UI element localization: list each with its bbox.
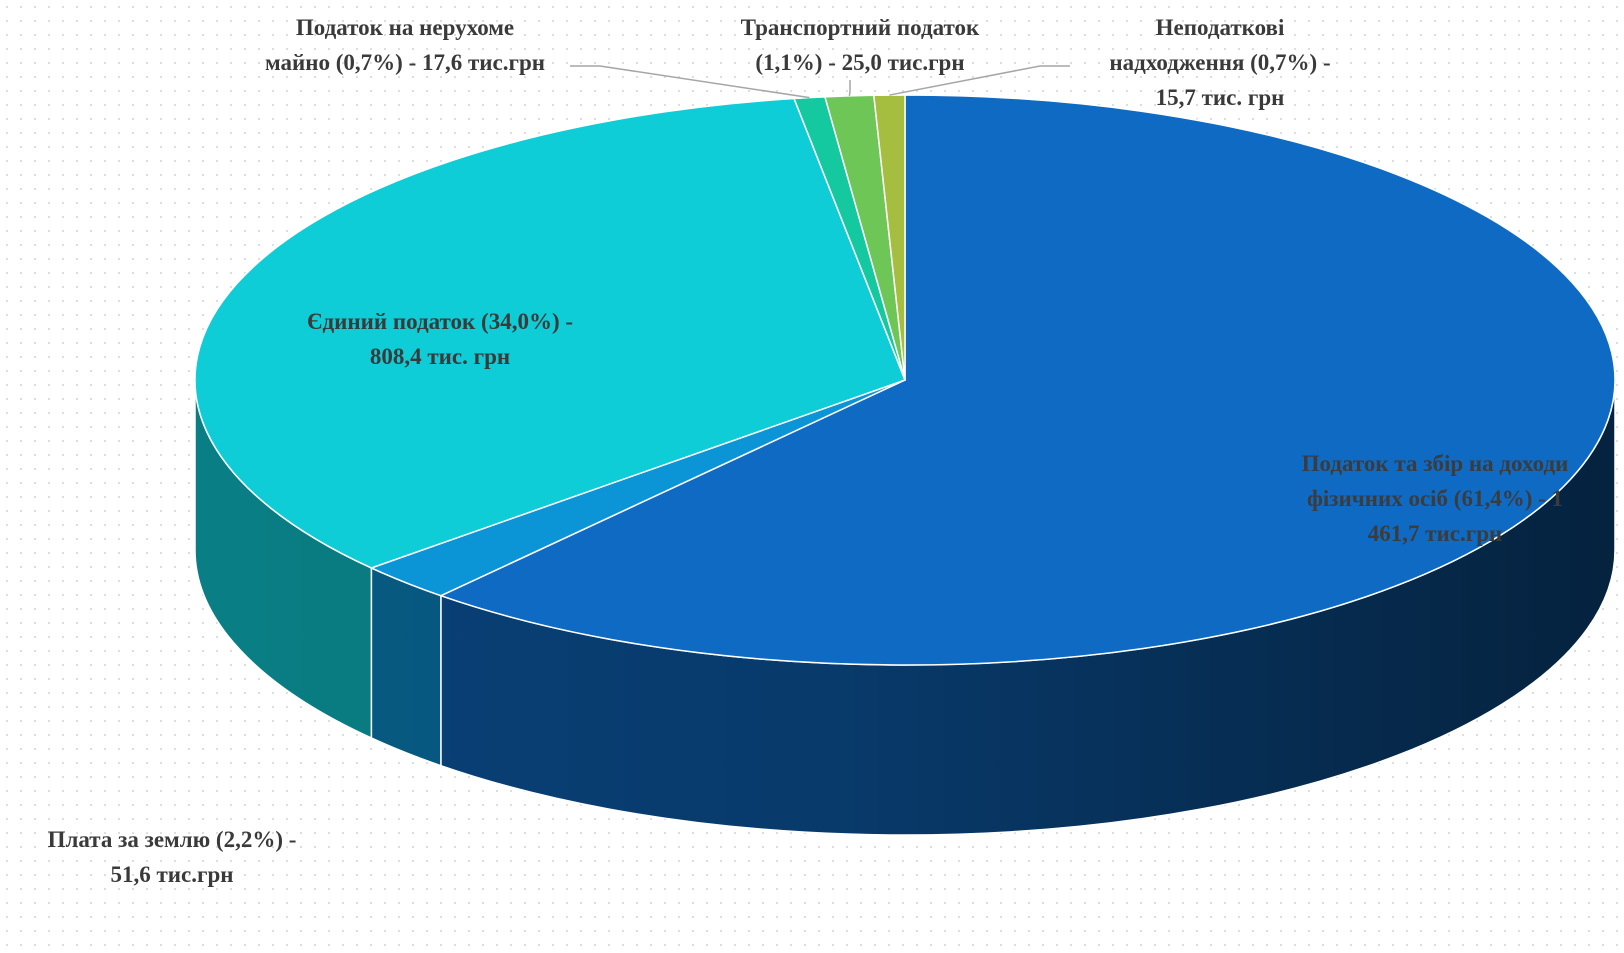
label-transport-tax: Транспортний податок (1,1%) - 25,0 тис.г… — [740, 15, 980, 75]
label-nontax-revenue: Неподаткові надходження (0,7%) - 15,7 ти… — [1109, 15, 1331, 110]
label-pdfo: Податок та збір на доходи фізичних осіб … — [1301, 451, 1569, 546]
label-land-fee: Плата за землю (2,2%) - 51,6 тис.грн — [47, 827, 297, 887]
leader-line-5 — [889, 65, 1070, 96]
label-property-tax: Податок на нерухоме майно (0,7%) - 17,6 … — [265, 15, 545, 75]
pie-slice-0 — [438, 94, 1616, 666]
pie-slice-2 — [194, 97, 906, 569]
pie-side-1 — [370, 566, 442, 767]
leader-line-3 — [570, 65, 810, 99]
label-single-tax: Єдиний податок (34,0%) - 808,4 тис. грн — [306, 309, 574, 369]
leader-line-4 — [848, 80, 851, 97]
